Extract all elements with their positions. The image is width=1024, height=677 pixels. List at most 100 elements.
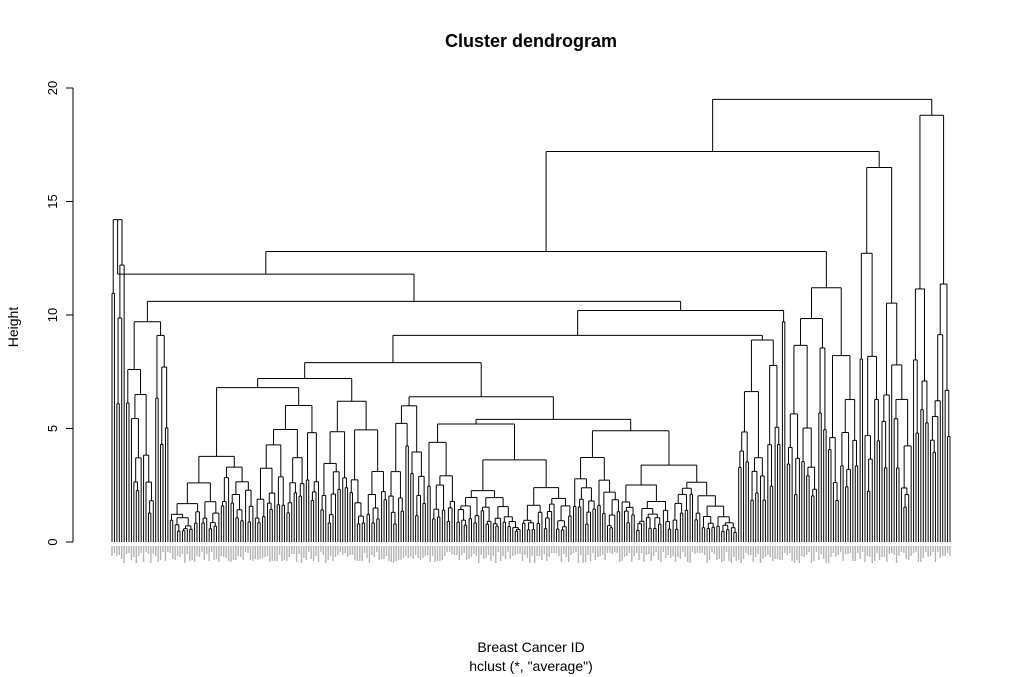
- leaf-label: [487, 546, 490, 555]
- leaf-label: [874, 546, 876, 561]
- leaf-label: [397, 546, 400, 560]
- leaf-label: [682, 546, 684, 552]
- leaf-label: [720, 546, 723, 562]
- leaf-label: [342, 546, 344, 555]
- leaf-label: [669, 546, 672, 558]
- leaf-label: [623, 546, 626, 557]
- leaf-label: [439, 546, 441, 561]
- leaf-label: [201, 546, 203, 552]
- leaf-label: [735, 546, 737, 561]
- leaf-label: [541, 546, 543, 560]
- leaf-label: [140, 546, 142, 553]
- leaf-label: [157, 546, 159, 562]
- leaf-label: [412, 546, 414, 559]
- chart-subtitle: hclust (*, "average"): [469, 658, 593, 674]
- leaf-label: [531, 546, 533, 556]
- leaf-label: [242, 546, 244, 560]
- leaf-label: [776, 546, 779, 559]
- leaf-label: [805, 546, 808, 555]
- leaf-label: [473, 546, 475, 554]
- leaf-label: [502, 546, 504, 556]
- leaf-label: [546, 546, 548, 561]
- leaf-label: [626, 546, 628, 556]
- y-tick-label: 5: [45, 425, 60, 432]
- leaf-label: [298, 546, 300, 554]
- leaf-label: [208, 546, 210, 561]
- leaf-label: [410, 546, 412, 557]
- leaf-label: [937, 546, 939, 552]
- leaf-label: [764, 546, 767, 557]
- leaf-label: [116, 546, 118, 556]
- leaf-label: [495, 546, 497, 563]
- leaf-label: [524, 546, 526, 555]
- y-tick-label: 15: [45, 194, 60, 208]
- leaf-label: [361, 546, 363, 561]
- leaf-label: [555, 546, 558, 553]
- leaf-label: [252, 546, 254, 561]
- leaf-label: [650, 546, 652, 561]
- leaf-label: [786, 546, 788, 555]
- leaf-label: [300, 546, 303, 563]
- leaf-label: [147, 546, 150, 554]
- leaf-label: [609, 546, 611, 553]
- leaf-label: [801, 546, 803, 556]
- leaf-label: [303, 546, 305, 558]
- leaf-label: [633, 546, 635, 556]
- leaf-label: [325, 546, 327, 563]
- leaf-label: [871, 546, 873, 563]
- leaf-label: [198, 546, 201, 557]
- leaf-label: [441, 546, 444, 560]
- leaf-label: [485, 546, 487, 558]
- leaf-label: [934, 546, 937, 562]
- leaf-label: [822, 546, 825, 559]
- leaf-label: [376, 546, 378, 552]
- leaf-label: [718, 546, 720, 559]
- leaf-label: [597, 546, 599, 557]
- leaf-label: [594, 546, 597, 560]
- leaf-label: [308, 546, 310, 552]
- leaf-label: [456, 546, 458, 555]
- leaf-label: [427, 546, 429, 555]
- leaf-label: [223, 546, 225, 557]
- leaf-label: [830, 546, 832, 557]
- leaf-label: [470, 546, 473, 557]
- leaf-label: [808, 546, 810, 552]
- leaf-label: [451, 546, 453, 554]
- leaf-label: [553, 546, 555, 553]
- leaf-label: [434, 546, 436, 562]
- leaf-label: [869, 546, 871, 557]
- leaf-label: [750, 546, 752, 555]
- leaf-label: [893, 546, 895, 555]
- leaf-label: [827, 546, 830, 563]
- leaf-label: [840, 546, 842, 552]
- leaf-label: [883, 546, 886, 557]
- leaf-label: [123, 546, 125, 563]
- leaf-label: [944, 546, 946, 556]
- leaf-label: [835, 546, 837, 557]
- leaf-label: [891, 546, 893, 553]
- leaf-label: [767, 546, 769, 555]
- leaf-label: [762, 546, 764, 559]
- leaf-label: [703, 546, 706, 555]
- leaf-label: [424, 546, 427, 556]
- leaf-label: [733, 546, 735, 557]
- leaf-label: [261, 546, 264, 558]
- leaf-label: [635, 546, 638, 553]
- leaf-label: [162, 546, 164, 552]
- leaf-label: [917, 546, 920, 562]
- leaf-label: [283, 546, 286, 560]
- leaf-label: [949, 546, 951, 556]
- leaf-label: [480, 546, 482, 555]
- y-tick-label: 20: [45, 81, 60, 95]
- leaf-label: [611, 546, 614, 554]
- leaf-label: [618, 546, 621, 562]
- leaf-label: [565, 546, 567, 557]
- leaf-label: [832, 546, 835, 553]
- leaf-label: [665, 546, 667, 558]
- leaf-label: [332, 546, 334, 561]
- leaf-labels: [111, 546, 951, 563]
- leaf-label: [504, 546, 507, 559]
- leaf-label: [526, 546, 529, 558]
- leaf-label: [684, 546, 686, 557]
- leaf-label: [354, 546, 356, 560]
